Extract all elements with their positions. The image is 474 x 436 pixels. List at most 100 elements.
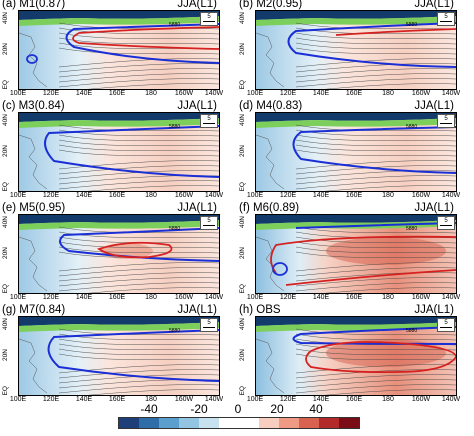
colorbar-swatch bbox=[239, 418, 259, 428]
wind-streamline bbox=[58, 160, 219, 170]
wind-streamline bbox=[295, 22, 456, 30]
coastline bbox=[19, 338, 48, 394]
x-tick-label: 120E bbox=[42, 294, 60, 301]
x-tick-label: 100E bbox=[9, 90, 27, 97]
x-tick-label: 160W bbox=[174, 294, 194, 301]
panel-title: (g) M7(0.84) bbox=[2, 304, 66, 316]
map-panel-d: (d) M4(0.83) JJA(L1) 40N 20N EQ 5880 5 100E 120E… bbox=[237, 100, 474, 208]
wind-streamline bbox=[58, 68, 219, 78]
x-tick-label: 160E bbox=[345, 396, 363, 403]
x-tick-label: 100E bbox=[9, 396, 27, 403]
positive-anomaly-core bbox=[326, 339, 446, 367]
x-tick-label: 160E bbox=[345, 294, 363, 301]
wind-streamline bbox=[295, 353, 456, 361]
y-tick-label: 20N bbox=[239, 145, 246, 157]
reference-vector-label: 5 bbox=[444, 320, 448, 326]
wind-streamline bbox=[58, 277, 219, 287]
x-tick-label: 160W bbox=[174, 396, 194, 403]
wind-streamline bbox=[325, 83, 456, 89]
coastline bbox=[256, 134, 285, 190]
wind-streamline bbox=[295, 333, 456, 341]
y-tick-label: 40N bbox=[239, 216, 246, 228]
negative-band bbox=[19, 317, 219, 326]
reference-vector-label: 5 bbox=[444, 116, 448, 122]
wind-streamline bbox=[58, 165, 219, 175]
x-tick-label: 180 bbox=[382, 192, 394, 199]
panel-title: (e) M5(0.95) bbox=[2, 202, 66, 214]
x-tick-label: 180 bbox=[145, 396, 157, 403]
x-tick-label: 160W bbox=[411, 396, 431, 403]
negative-band bbox=[19, 215, 219, 224]
wind-streamline bbox=[58, 139, 219, 147]
wind-streamline bbox=[58, 262, 219, 272]
reference-vector-arrow bbox=[203, 225, 215, 226]
map-svg: 5880 bbox=[256, 11, 456, 89]
contour-label: 5880 bbox=[406, 22, 417, 28]
x-tick-label: 120E bbox=[42, 90, 60, 97]
map-svg: 5880 bbox=[256, 113, 456, 191]
x-tick-label: 160E bbox=[108, 192, 126, 199]
negative-band bbox=[256, 317, 456, 326]
wind-streamline bbox=[295, 348, 456, 356]
reference-vector-box: 5 bbox=[200, 216, 218, 230]
x-tick-label: 180 bbox=[145, 192, 157, 199]
panel-season-label: JJA(L1) bbox=[177, 0, 217, 10]
reference-vector-arrow bbox=[440, 225, 452, 226]
x-tick-label: 120E bbox=[42, 396, 60, 403]
wind-streamline bbox=[295, 78, 456, 88]
y-tick-label: EQ bbox=[2, 284, 9, 294]
reference-vector-arrow bbox=[440, 327, 452, 328]
x-tick-label: 140E bbox=[75, 192, 93, 199]
wind-streamline bbox=[295, 180, 456, 190]
map-svg: 5880 bbox=[256, 317, 456, 395]
reference-vector-arrow bbox=[440, 21, 452, 22]
y-tick-label: 20N bbox=[239, 349, 246, 361]
colorbar bbox=[118, 417, 360, 429]
reference-vector-label: 5 bbox=[444, 14, 448, 20]
contour-5880 bbox=[292, 326, 456, 345]
wind-streamline bbox=[58, 134, 219, 142]
negative-band bbox=[256, 11, 456, 20]
y-tick-label: 20N bbox=[2, 43, 9, 55]
negative-band bbox=[19, 11, 219, 20]
y-tick-label: 40N bbox=[2, 12, 9, 24]
y-tick-label: 20N bbox=[239, 247, 246, 259]
y-tick-label: EQ bbox=[239, 80, 246, 90]
colorbar-swatch bbox=[119, 418, 139, 428]
map-plot-area: 5880 bbox=[18, 316, 220, 396]
green-band bbox=[256, 16, 456, 26]
contour-5880 bbox=[65, 23, 219, 64]
x-tick-label: 140E bbox=[75, 90, 93, 97]
y-tick-label: 20N bbox=[2, 145, 9, 157]
contour-label: 5880 bbox=[169, 22, 180, 28]
reference-vector-label: 5 bbox=[207, 218, 211, 224]
coastline bbox=[256, 236, 285, 292]
map-panel-b: (b) M2(0.95) JJA(L1) 40N 20N EQ 5880 5 100E 120E… bbox=[237, 0, 474, 106]
map-svg: 5880 bbox=[19, 113, 219, 191]
wind-streamline bbox=[295, 139, 456, 147]
wind-streamline bbox=[58, 282, 219, 292]
map-svg: 5880 bbox=[19, 215, 219, 293]
wind-streamline bbox=[58, 32, 219, 40]
coastline bbox=[19, 32, 48, 88]
colorbar-swatch bbox=[319, 418, 339, 428]
x-tick-label: 100E bbox=[246, 396, 264, 403]
x-tick-label: 160W bbox=[174, 90, 194, 97]
y-tick-label: 40N bbox=[2, 114, 9, 126]
map-svg: 5880 bbox=[19, 317, 219, 395]
wind-streamline bbox=[88, 185, 219, 191]
wind-streamline bbox=[295, 47, 456, 55]
panel-title: (c) M3(0.84) bbox=[2, 100, 65, 112]
positive-anomaly-contour bbox=[72, 26, 219, 50]
negative-anomaly-contour bbox=[26, 54, 38, 64]
wind-streamline bbox=[325, 185, 456, 191]
reference-vector-box: 5 bbox=[437, 12, 455, 26]
x-tick-label: 140E bbox=[312, 90, 330, 97]
map-plot-area: 5880 bbox=[255, 316, 457, 396]
map-panel-f: (f) M6(0.89) JJA(L1) 40N 20N EQ 5880 5 100E 120E… bbox=[237, 202, 474, 310]
reference-vector-arrow bbox=[203, 327, 215, 328]
wind-streamline bbox=[88, 287, 219, 293]
x-tick-label: 120E bbox=[42, 192, 60, 199]
wind-streamline bbox=[88, 83, 219, 89]
wind-streamline bbox=[88, 389, 219, 395]
